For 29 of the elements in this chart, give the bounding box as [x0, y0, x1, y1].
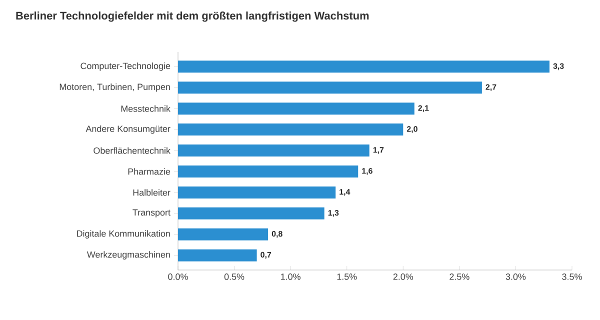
y-tick-label: Messtechnik — [121, 105, 170, 112]
y-tick-label: Computer-Technologie — [80, 62, 170, 71]
bar — [178, 82, 482, 94]
bar — [178, 207, 324, 220]
bar — [178, 60, 550, 73]
y-tick-label: Oberflächentechnik — [94, 147, 170, 154]
bar — [178, 249, 257, 262]
bar — [178, 102, 414, 115]
y-tick-label: Halbleiter — [133, 189, 170, 196]
y-tick-label: Motoren, Turbinen, Pumpen — [60, 83, 170, 92]
bar — [178, 228, 268, 240]
x-tick-label: 2.0% — [393, 274, 414, 280]
bar — [178, 165, 358, 178]
y-tick-label: Andere Konsumgüter — [86, 125, 170, 134]
x-tick-label: 1.5% — [337, 274, 357, 280]
y-tick-label: Pharmazie — [128, 168, 170, 175]
x-tick-label: 2.5% — [450, 274, 470, 280]
x-tick-label: 1.0% — [281, 274, 300, 280]
x-tick-label: 3.0% — [506, 274, 526, 280]
bar — [178, 144, 370, 157]
x-tick-label: 0.5% — [224, 274, 244, 280]
y-tick-label: Transport — [132, 209, 170, 218]
y-tick-label: Digitale Kommunikation — [77, 230, 170, 239]
y-tick-label: Werkzeugmaschinen — [86, 251, 170, 260]
chart-title: Berliner Technologiefelder mit dem größten langfristigen Wachstum — [16, 12, 369, 22]
x-tick-label: 3.5% — [562, 274, 582, 280]
bar — [178, 186, 336, 198]
bar — [178, 124, 404, 136]
x-tick-label: 0.0% — [168, 274, 188, 280]
